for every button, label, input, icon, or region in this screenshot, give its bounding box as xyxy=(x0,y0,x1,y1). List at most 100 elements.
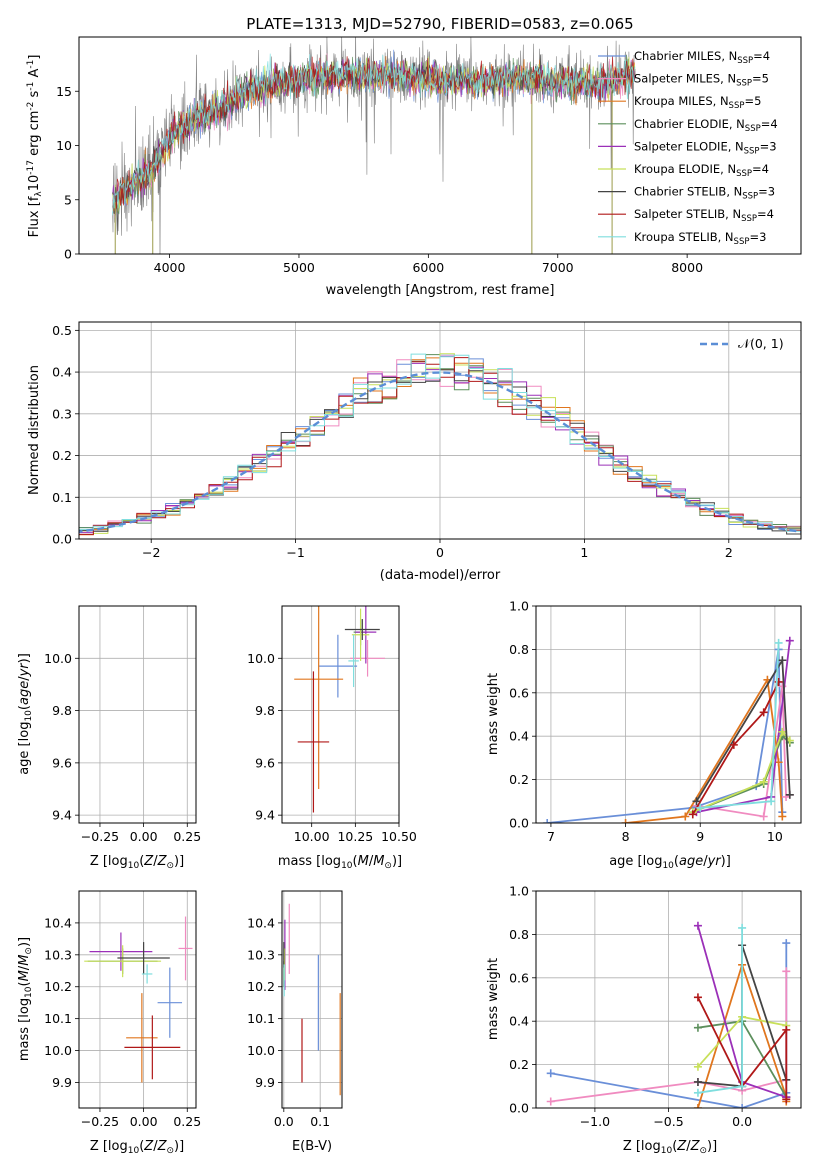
y-tick-label: 10.3 xyxy=(247,947,275,962)
clipped-area xyxy=(112,37,636,254)
massweight-marker-kroupa-stelib xyxy=(774,638,783,647)
massweight-marker-chabrier-stelib xyxy=(693,1077,702,1086)
clipped-area xyxy=(294,606,386,813)
y-tick-label: 10.4 xyxy=(44,915,72,930)
spectrum-legend: Chabrier MILES, NSSP=4 Salpeter MILES, NS… xyxy=(598,49,778,247)
ebv-mass-panel: 0.0 0.1 9.9 10.0 10.1 10.2 10.3 10.4 xyxy=(247,890,343,1129)
massweight-marker-salpeter-miles xyxy=(782,967,791,976)
y-tick-label: 10.3 xyxy=(44,947,72,962)
x-tick-label: 0.0 xyxy=(274,1114,294,1129)
clipped-area xyxy=(84,916,193,1083)
y-tick-label: 9.4 xyxy=(255,808,275,823)
x-tick-label: 4000 xyxy=(154,260,186,275)
massweight-marker-kroupa-stelib xyxy=(696,803,705,812)
y-tick-label: 10.1 xyxy=(247,1011,275,1026)
y-tick-label: 0.1 xyxy=(52,490,72,505)
x-tick-label: 10.00 xyxy=(294,829,330,844)
legend-label-chabrier-stelib: Chabrier STELIB, NSSP=3 xyxy=(634,185,775,202)
massweight-marker-salpeter-stelib xyxy=(759,708,768,717)
massweight-marker-kroupa-miles xyxy=(621,819,630,823)
x-tick-label: 0.1 xyxy=(310,1114,330,1129)
clipped-area xyxy=(79,353,801,536)
x-tick-label: 9 xyxy=(696,829,704,844)
y-tick-label: 9.6 xyxy=(255,755,275,770)
ebv-mass-xlabel: E(B-V) xyxy=(292,1139,332,1154)
x-tick-label: 0.0 xyxy=(732,1114,752,1129)
legend-label-salpeter-stelib: Salpeter STELIB, NSSP=4 xyxy=(634,207,774,224)
massweight-marker-chabrier-stelib xyxy=(692,797,701,806)
massweight-marker-kroupa-stelib xyxy=(738,923,747,932)
z-mass-panel: −0.25 0.00 0.25 9.9 10.0 10.1 10.2 10.3 10.4 xyxy=(44,890,201,1129)
x-tick-label: 0.00 xyxy=(130,1114,158,1129)
y-tick-label: 10.1 xyxy=(44,1011,72,1026)
y-tick-label: 1.0 xyxy=(509,599,529,614)
massweight-marker-kroupa-miles xyxy=(778,812,787,821)
x-tick-label: 0.25 xyxy=(173,829,201,844)
x-tick-label: −0.25 xyxy=(81,1114,119,1129)
legend-label-kroupa-stelib: Kroupa STELIB, NSSP=3 xyxy=(634,230,766,247)
massweight-marker-kroupa-stelib xyxy=(767,797,776,806)
x-tick-label: 2 xyxy=(725,545,733,560)
y-tick-label: 0.0 xyxy=(509,1101,529,1116)
histogram-plot-area xyxy=(79,353,801,536)
y-tick-label: 0.6 xyxy=(509,970,529,985)
y-tick-label: 9.4 xyxy=(52,808,72,823)
massweight-marker-chabrier-miles xyxy=(543,819,552,823)
x-tick-label: 0 xyxy=(436,545,444,560)
massweight-marker-chabrier-stelib xyxy=(778,656,787,665)
massweight-marker-kroupa-elodie xyxy=(778,727,787,736)
y-tick-label: 0 xyxy=(64,247,72,262)
massweight-marker-chabrier-miles xyxy=(738,1104,747,1108)
normal-legend-label: 𝒩(0, 1) xyxy=(738,336,784,351)
y-tick-label: 10.4 xyxy=(247,915,275,930)
y-tick-label: 0.2 xyxy=(509,1057,529,1072)
spectrum-plot-area xyxy=(112,37,636,254)
y-tick-label: 9.8 xyxy=(255,703,275,718)
massweight-marker-salpeter-miles xyxy=(759,812,768,821)
legend-label-chabrier-miles: Chabrier MILES, NSSP=4 xyxy=(634,49,770,66)
y-tick-label: 9.6 xyxy=(52,755,72,770)
y-tick-label: 0.2 xyxy=(509,772,529,787)
x-tick-label: 10.25 xyxy=(337,829,373,844)
clipped-area xyxy=(546,921,791,1108)
z-mass-ylabel: mass [log10(M/M⊙)] xyxy=(17,937,34,1061)
panel-frame xyxy=(78,605,197,824)
y-tick-label: 10.0 xyxy=(247,651,275,666)
spectrum-title: PLATE=1313, MJD=52790, FIBERID=0583, z=0… xyxy=(246,15,633,33)
y-tick-label: 10.2 xyxy=(247,979,275,994)
spectrum-panel: PLATE=1313, MJD=52790, FIBERID=0583, z=0… xyxy=(26,15,802,298)
massweight-marker-kroupa-stelib xyxy=(738,1082,747,1091)
residual-histogram-panel: −2 −1 0 1 2 0.0 0.1 0.2 0.3 0.4 0.5 (data-model)/e… xyxy=(27,321,802,583)
x-tick-label: −2 xyxy=(142,545,160,560)
massweight-marker-kroupa-elodie xyxy=(759,777,768,786)
histogram-kroupa-stelib xyxy=(79,353,801,536)
x-tick-label: 7000 xyxy=(542,260,574,275)
x-tick-label: 5000 xyxy=(283,260,315,275)
y-tick-label: 10.2 xyxy=(44,979,72,994)
y-tick-label: 9.8 xyxy=(52,703,72,718)
histogram-xlabel: (data-model)/error xyxy=(380,568,501,583)
y-tick-label: 0.4 xyxy=(52,365,72,380)
massweight-marker-kroupa-elodie xyxy=(693,1062,702,1071)
spectrum-ticks: 4000 5000 6000 7000 8000 0 5 10 15 xyxy=(56,84,703,275)
massweight-marker-chabrier-miles xyxy=(782,939,791,948)
x-tick-label: 10 xyxy=(767,829,783,844)
x-tick-label: 6000 xyxy=(412,260,444,275)
x-tick-label: −0.5 xyxy=(653,1114,683,1129)
y-tick-label: 9.9 xyxy=(255,1075,275,1090)
massweight-marker-chabrier-miles xyxy=(546,1069,555,1078)
legend-label-chabrier-elodie: Chabrier ELODIE, NSSP=4 xyxy=(634,117,778,134)
massweight-marker-salpeter-elodie xyxy=(693,921,702,930)
massweight-marker-salpeter-stelib xyxy=(688,810,697,819)
histogram-ticks: −2 −1 0 1 2 0.0 0.1 0.2 0.3 0.4 0.5 xyxy=(52,323,733,560)
y-tick-label: 0.0 xyxy=(52,532,72,547)
y-tick-label: 10 xyxy=(56,138,72,153)
y-tick-label: 0.8 xyxy=(509,927,529,942)
y-tick-label: 0.0 xyxy=(509,816,529,831)
massweight-marker-kroupa-stelib xyxy=(693,1088,702,1097)
y-tick-label: 0.8 xyxy=(509,642,529,657)
x-tick-label: −0.25 xyxy=(81,829,119,844)
massweight-marker-kroupa-miles xyxy=(681,812,690,821)
age-massweight-panel: 7 8 9 10 0.0 0.2 0.4 0.6 0.8 1.0 xyxy=(509,599,802,844)
